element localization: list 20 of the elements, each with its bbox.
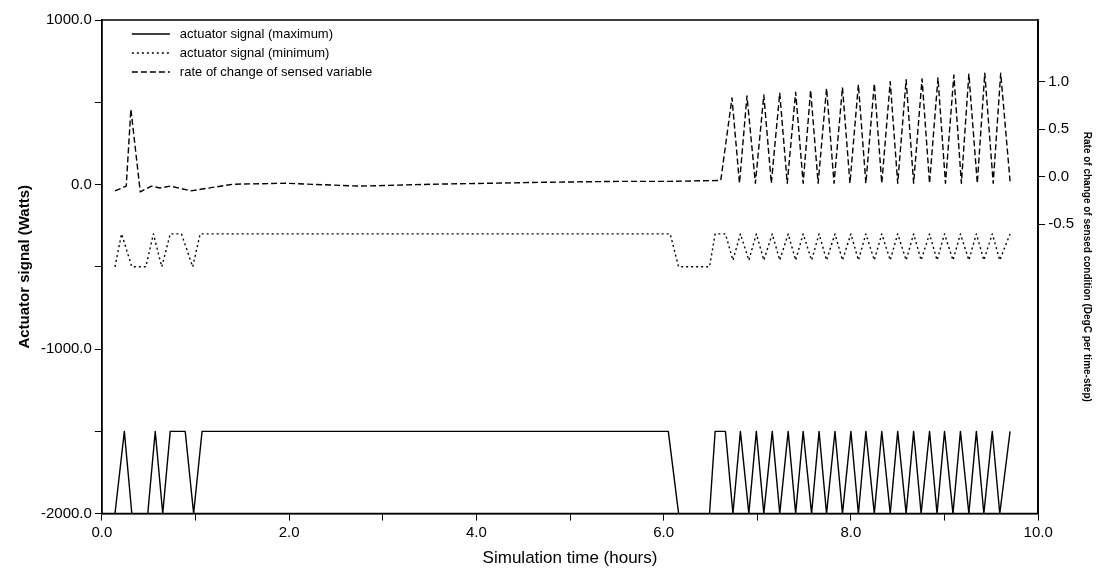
x-axis-title: Simulation time (hours) — [482, 548, 658, 568]
y2-tick-label: 0.5 — [1048, 119, 1070, 137]
x-tick-label: 10.0 — [1023, 522, 1053, 540]
legend-label: actuator signal (minimum) — [179, 44, 330, 60]
x-tick-label: 0.0 — [91, 522, 113, 540]
y-tick-label: -1000.0 — [41, 339, 92, 357]
legend-label: rate of change of sensed variable — [179, 63, 373, 79]
y-tick-label: 1000.0 — [45, 10, 92, 28]
x-tick-label: 2.0 — [278, 522, 300, 540]
y2-tick-label: 1.0 — [1048, 71, 1070, 89]
y2-tick-label: -0.5 — [1048, 214, 1075, 232]
x-tick-label: 6.0 — [653, 522, 675, 540]
y-tick-label: 0.0 — [71, 174, 92, 192]
y-tick-label: -2000.0 — [41, 503, 92, 521]
x-tick-label: 8.0 — [840, 522, 862, 540]
y2-axis-title: Rate of change of sensed condition (DegC per time-step) — [1082, 131, 1094, 402]
y2-tick-label: 0.0 — [1048, 166, 1070, 184]
y-axis-title: Actuator signal (Watts) — [15, 184, 33, 349]
legend-label: actuator signal (maximum) — [179, 25, 334, 41]
x-tick-label: 4.0 — [465, 522, 487, 540]
